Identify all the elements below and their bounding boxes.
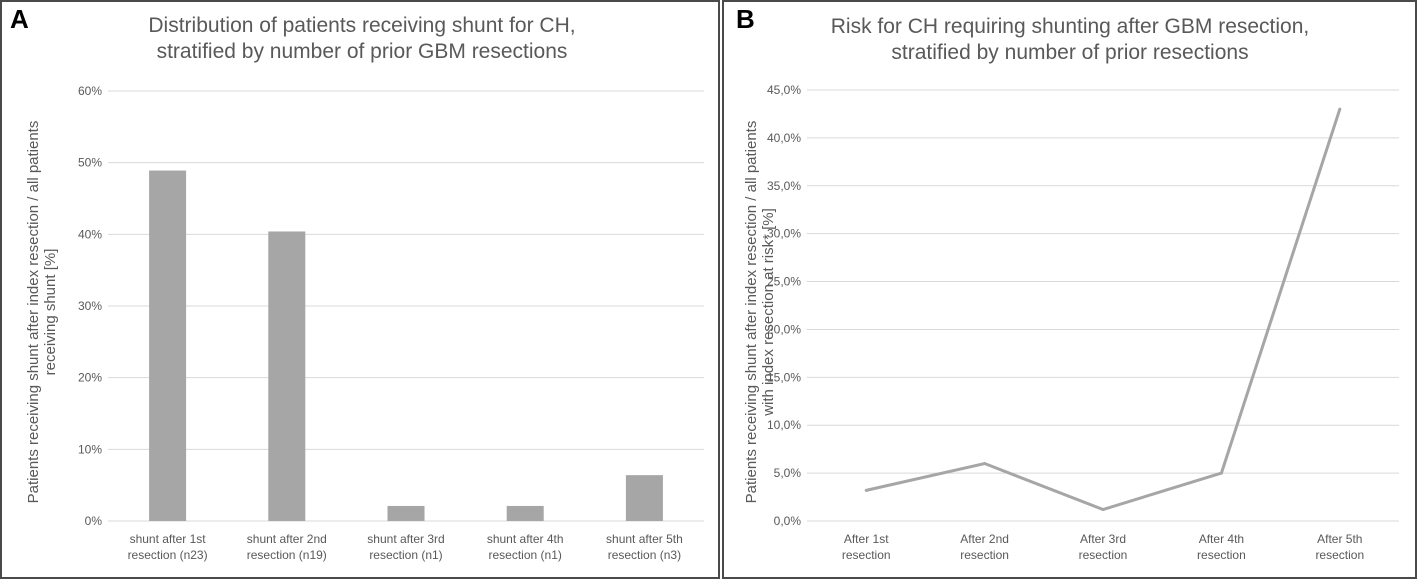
y-tick-label: 0,0% <box>774 514 802 528</box>
x-tick-label: resection <box>842 548 891 562</box>
y-tick-label: 20% <box>78 371 102 385</box>
data-point <box>864 488 868 492</box>
x-tick-label: After 1st <box>844 532 889 546</box>
chart-title: Risk for CH requiring shunting after GBM… <box>831 15 1310 38</box>
x-tick-label: shunt after 1st <box>130 532 207 546</box>
chart-a-svg: A Distribution of patients receiving shun… <box>10 4 704 562</box>
x-tick-label: resection <box>960 548 1009 562</box>
bar <box>149 170 187 522</box>
x-tick-label: After 5th <box>1317 532 1362 546</box>
data-point <box>1101 508 1105 512</box>
y-axis-label: Patients receiving shunt after index res… <box>743 121 760 504</box>
x-tick-label: resection (n1) <box>489 548 562 562</box>
x-tick-label: resection <box>1079 548 1128 562</box>
y-tick-label: 45,0% <box>767 83 801 97</box>
bar <box>387 505 425 521</box>
y-tick-label: 10,0% <box>767 418 801 432</box>
y-tick-label: 40,0% <box>767 131 801 145</box>
y-tick-label: 0% <box>85 514 103 528</box>
x-tick-label: resection <box>1197 548 1246 562</box>
panel-letter: A <box>10 4 29 34</box>
panel-b: B Risk for CH requiring shunting after GB… <box>722 0 1417 579</box>
data-point <box>1338 107 1342 111</box>
x-tick-label: shunt after 5th <box>606 532 683 546</box>
x-tick-label: After 2nd <box>960 532 1009 546</box>
series-line <box>865 108 1342 512</box>
y-axis-label: Patients receiving shunt after index res… <box>25 121 42 504</box>
y-tick-label: 10% <box>78 442 102 456</box>
bar <box>625 475 663 521</box>
x-tick-label: resection (n23) <box>128 548 208 562</box>
x-tick-label: resection (n3) <box>608 548 681 562</box>
data-point <box>983 462 987 466</box>
y-tick-label: 20,0% <box>767 322 801 336</box>
x-tick-label: After 3rd <box>1080 532 1126 546</box>
y-tick-label: 60% <box>78 84 102 98</box>
x-tick-label: After 4th <box>1199 532 1244 546</box>
bar <box>268 231 306 521</box>
y-tick-label: 15,0% <box>767 370 801 384</box>
y-tick-label: 5,0% <box>774 466 802 480</box>
y-tick-label: 25,0% <box>767 275 801 289</box>
panel-letter: B <box>736 4 755 34</box>
x-tick-label: resection <box>1315 548 1364 562</box>
x-tick-label: resection (n1) <box>369 548 442 562</box>
x-tick-label: shunt after 4th <box>487 532 564 546</box>
chart-title: Distribution of patients receiving shunt… <box>148 14 575 37</box>
y-tick-label: 30,0% <box>767 227 801 241</box>
y-axis-label: with index resection at risk* [%] <box>760 208 777 417</box>
y-tick-label: 50% <box>78 156 102 170</box>
y-axis-label: receiving shunt [%] <box>42 249 59 376</box>
y-tick-label: 40% <box>78 227 102 241</box>
y-tick-label: 35,0% <box>767 179 801 193</box>
x-tick-label: resection (n19) <box>247 548 327 562</box>
panel-a: A Distribution of patients receiving shun… <box>0 0 720 579</box>
chart-title: stratified by number of prior GBM resect… <box>157 40 568 63</box>
bar <box>506 505 544 521</box>
y-tick-label: 30% <box>78 299 102 313</box>
chart-title: stratified by number of prior resections <box>891 41 1248 64</box>
x-tick-label: shunt after 2nd <box>247 532 327 546</box>
data-point <box>1219 471 1223 475</box>
chart-b-svg: B Risk for CH requiring shunting after GB… <box>736 4 1399 562</box>
x-tick-label: shunt after 3rd <box>367 532 444 546</box>
